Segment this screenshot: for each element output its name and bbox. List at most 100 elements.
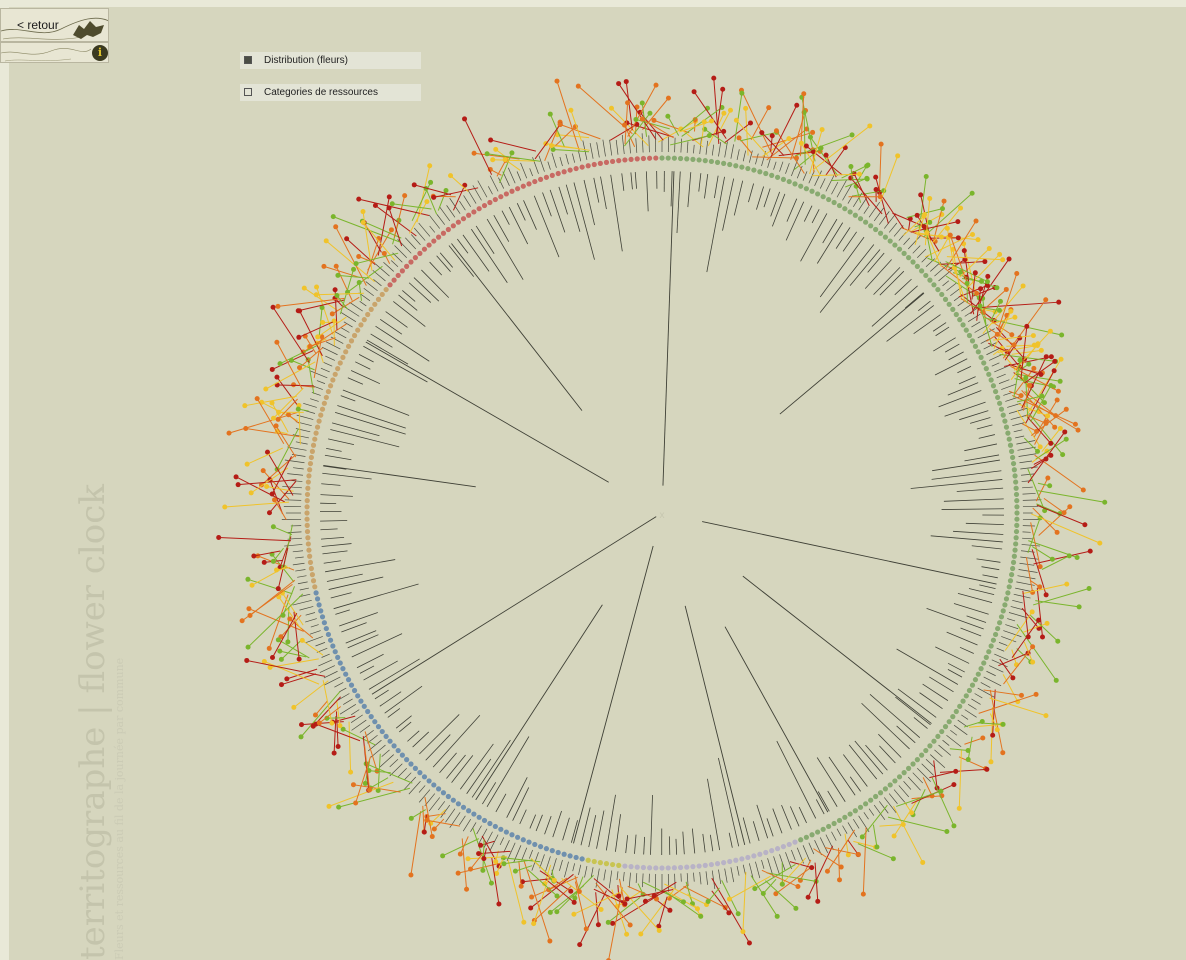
ring-dot	[1010, 565, 1016, 572]
petal-dot	[275, 637, 281, 643]
ring-dot	[1014, 516, 1020, 522]
spoke	[766, 818, 774, 837]
ring-dot	[332, 371, 338, 377]
outer-tick	[814, 840, 822, 856]
spoke	[419, 714, 460, 755]
petal-dot	[429, 834, 435, 840]
ring-dot	[313, 430, 319, 436]
petal-stem	[1036, 503, 1061, 515]
petal-dot	[773, 891, 779, 897]
ring-dot	[981, 660, 987, 666]
petal-dot	[608, 105, 614, 111]
petal-stem	[1027, 468, 1046, 511]
petal-dot	[803, 143, 809, 149]
petal-dot	[656, 923, 662, 929]
outer-tick	[564, 861, 569, 878]
ring-dot	[515, 834, 521, 840]
ring-dot	[404, 757, 410, 763]
petal-stem	[967, 736, 973, 760]
back-button[interactable]: < retour	[0, 8, 109, 42]
petal-stem	[800, 142, 821, 176]
ring-dot	[567, 853, 573, 859]
petal-dot	[272, 497, 278, 503]
outer-tick	[898, 785, 910, 798]
outer-tick	[930, 754, 946, 769]
petal-stem	[1041, 555, 1070, 570]
ring-dot	[653, 155, 659, 161]
petal-dot	[705, 898, 711, 904]
toggle-categories[interactable]: Categories de ressources	[240, 84, 421, 101]
back-button-label: < retour	[17, 18, 59, 32]
petal-dot	[269, 400, 275, 406]
outer-tick	[337, 693, 350, 701]
petal-dot	[462, 116, 468, 122]
petal-stem	[879, 824, 904, 827]
ring-dot	[998, 406, 1005, 412]
spoke	[879, 745, 896, 764]
petal-stem	[1032, 546, 1053, 560]
petal-stem	[523, 861, 551, 942]
spoke	[634, 172, 637, 189]
spoke	[854, 740, 884, 775]
petal-stem	[941, 265, 977, 294]
ring-dot	[340, 666, 346, 672]
ring-dot	[332, 649, 338, 655]
petal-dot	[386, 205, 392, 211]
spoke	[516, 202, 526, 221]
ring-dot	[307, 460, 314, 467]
outer-tick	[736, 149, 740, 160]
spoke	[493, 215, 510, 242]
petal-dot	[1000, 750, 1006, 756]
outer-tick	[1003, 630, 1022, 638]
petal-dot	[805, 894, 811, 900]
ring-dot	[969, 338, 976, 344]
petal-dot	[1059, 332, 1065, 338]
ring-dot	[815, 829, 821, 835]
spoke	[345, 630, 377, 644]
petal-stem	[924, 198, 931, 246]
toggle-distribution[interactable]: Distribution (fleurs)	[240, 52, 421, 69]
outer-tick	[868, 201, 881, 218]
petal-stem	[247, 593, 304, 648]
ring-dot	[355, 327, 361, 333]
petal-stem	[470, 853, 484, 870]
petal-stem	[366, 763, 413, 784]
ring-dot	[337, 360, 343, 366]
info-icon[interactable]: i	[92, 45, 108, 61]
ring-dot	[745, 854, 751, 861]
spoke	[335, 412, 406, 435]
distribution-checkbox-icon[interactable]	[244, 56, 252, 64]
petal-stem	[433, 187, 479, 198]
petal-stem	[336, 700, 341, 726]
petal-stem	[388, 207, 403, 247]
categories-checkbox-icon[interactable]	[244, 88, 252, 96]
petal-dot	[1025, 634, 1031, 640]
ring-dot	[1014, 504, 1020, 510]
petal-stem	[793, 147, 822, 171]
petal-stem	[544, 878, 575, 903]
ring-dot	[1014, 522, 1020, 528]
petal-dot	[457, 851, 463, 857]
ring-dot	[960, 322, 966, 328]
outer-tick	[323, 362, 333, 367]
petal-stem	[971, 272, 976, 300]
outer-tick	[390, 260, 399, 268]
petal-stem	[574, 881, 587, 929]
petal-stem	[1020, 326, 1028, 379]
petal-stem	[853, 840, 876, 848]
spoke	[320, 536, 345, 540]
petal-stem	[778, 151, 814, 157]
petal-dot	[575, 83, 581, 89]
outer-tick	[343, 698, 353, 705]
petal-stem	[1016, 395, 1042, 403]
petal-stem	[966, 253, 1000, 289]
ring-dot	[537, 176, 544, 183]
spoke	[948, 351, 964, 361]
petal-stem	[530, 857, 555, 881]
spoke	[436, 255, 451, 272]
ring-dot	[450, 223, 456, 229]
outer-tick	[635, 873, 638, 883]
petal-dot	[500, 855, 506, 861]
spoke	[849, 249, 881, 286]
petal-stem	[949, 748, 969, 751]
